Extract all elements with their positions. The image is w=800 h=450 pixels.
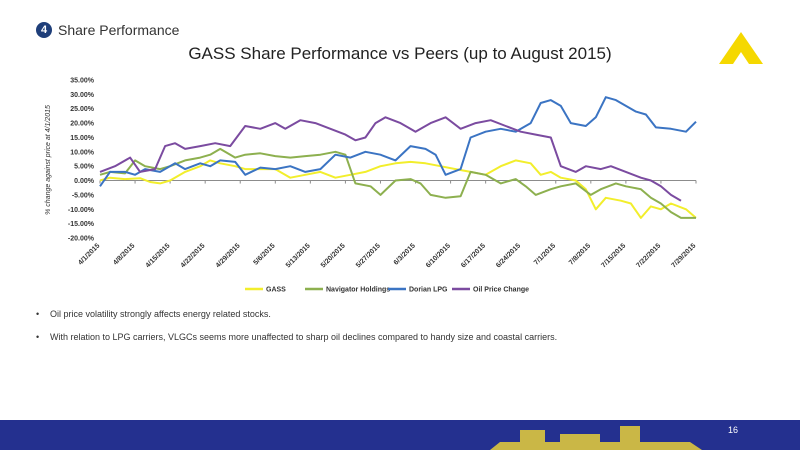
x-tick-label: 6/10/2015: [425, 242, 452, 269]
y-tick-label: 20.00%: [70, 121, 95, 128]
bullet-item: With relation to LPG carriers, VLGCs see…: [36, 331, 557, 343]
series-line-navigator: [99, 147, 696, 219]
x-tick-label: 6/3/2015: [393, 242, 417, 266]
x-tick-label: 4/22/2015: [180, 242, 207, 269]
legend-label: Oil Price Change: [473, 287, 529, 294]
y-tick-label: 0.00%: [74, 178, 95, 185]
x-tick-label: 5/20/2015: [320, 242, 347, 269]
x-tick-label: 4/8/2015: [112, 242, 136, 266]
page-number: 16: [727, 425, 738, 435]
y-tick-label: -5.00%: [72, 192, 95, 199]
x-tick-label: 7/15/2015: [600, 242, 627, 269]
x-tick-label: 5/27/2015: [355, 242, 382, 269]
legend-label: Dorian LPG: [409, 287, 448, 294]
x-tick-label: 6/24/2015: [495, 242, 522, 269]
bullet-list: Oil price volatility strongly affects en…: [36, 308, 557, 354]
x-tick-label: 7/1/2015: [533, 242, 557, 266]
section-title: Share Performance: [58, 22, 180, 38]
x-tick-label: 7/8/2015: [568, 242, 592, 266]
y-tick-label: 10.00%: [70, 149, 95, 156]
ship-silhouette-icon: [490, 426, 702, 450]
y-axis-title-text: % change against price at 4/1/2015: [45, 105, 52, 215]
line-chart: % change against price at 4/1/2015 -20.0…: [45, 78, 697, 294]
chart-title: GASS Share Performance vs Peers (up to A…: [188, 44, 612, 63]
y-tick-label: -10.00%: [68, 207, 95, 214]
y-axis-title: % change against price at 4/1/2015: [45, 105, 52, 215]
series-line-dorian: [99, 96, 697, 187]
section-number-badge: 4: [36, 22, 52, 38]
x-tick-label: 4/15/2015: [145, 242, 172, 269]
section-header: 4 Share Performance: [36, 22, 179, 38]
x-tick-label: 4/1/2015: [77, 242, 101, 266]
y-tick-label: 30.00%: [70, 92, 95, 99]
y-tick-label: 35.00%: [70, 78, 95, 85]
bullet-item: Oil price volatility strongly affects en…: [36, 308, 557, 320]
legend-label: Navigator Holdings: [326, 287, 390, 294]
legend-label: GASS: [266, 287, 286, 294]
x-tick-label: 6/17/2015: [460, 242, 487, 269]
x-tick-label: 5/13/2015: [285, 242, 312, 269]
footer-bar: 16: [0, 420, 800, 450]
company-logo-icon: [719, 32, 763, 64]
x-tick-label: 7/22/2015: [635, 242, 662, 269]
x-tick-label: 4/29/2015: [215, 242, 242, 269]
x-tick-label: 7/29/2015: [670, 242, 697, 269]
x-tick-label: 5/6/2015: [252, 242, 276, 266]
y-tick-label: -15.00%: [68, 221, 95, 228]
y-tick-label: 5.00%: [74, 164, 95, 171]
series-line-gass: [99, 159, 697, 219]
series-line-oil: [99, 116, 682, 202]
y-tick-label: -20.00%: [68, 236, 95, 243]
y-tick-label: 25.00%: [70, 106, 95, 113]
y-tick-label: 15.00%: [70, 135, 95, 142]
